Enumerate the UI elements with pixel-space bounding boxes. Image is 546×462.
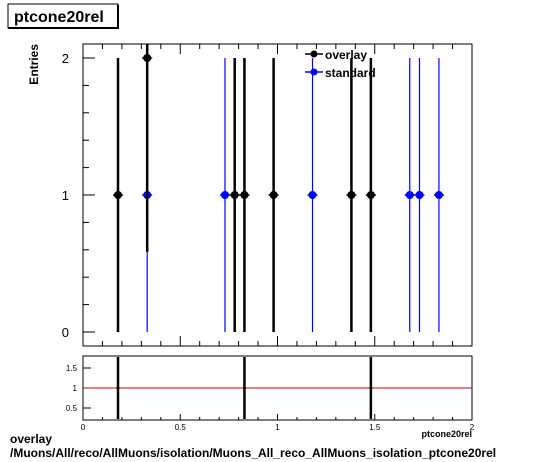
ratio-y-tick-label: 1.5 bbox=[66, 364, 78, 373]
standard-point bbox=[415, 191, 424, 199]
y-tick-label: 2 bbox=[62, 51, 69, 66]
ratio-point bbox=[242, 386, 246, 390]
standard-point bbox=[434, 191, 443, 199]
standard-point bbox=[220, 191, 229, 199]
y-tick-label: 0 bbox=[62, 325, 69, 340]
ratio-point bbox=[369, 386, 373, 390]
standard-point bbox=[308, 191, 317, 199]
x-tick-label: 0.5 bbox=[175, 423, 187, 432]
x-tick-label: 1 bbox=[275, 423, 280, 432]
ratio-y-tick-label: 0.5 bbox=[66, 404, 78, 413]
overlay-point bbox=[230, 191, 239, 199]
legend-marker-overlay bbox=[310, 50, 318, 58]
standard-point bbox=[405, 191, 414, 199]
x-tick-label: 0 bbox=[81, 423, 86, 432]
y-tick-label: 1 bbox=[62, 188, 69, 203]
y-axis-label: Entries bbox=[27, 44, 41, 85]
overlay-point bbox=[269, 191, 278, 199]
ratio-y-tick-label: 1 bbox=[73, 384, 78, 393]
title-box: ptcone20rel bbox=[7, 3, 119, 29]
overlay-point bbox=[114, 191, 123, 199]
legend: overlay standard bbox=[305, 48, 376, 80]
legend-marker-standard bbox=[310, 68, 318, 76]
overlay-point bbox=[366, 191, 375, 199]
legend-label-standard: standard bbox=[325, 66, 376, 80]
x-tick-label: 1.5 bbox=[369, 423, 381, 432]
title-text: ptcone20rel bbox=[14, 9, 104, 26]
x-tick-label: 2 bbox=[470, 423, 475, 432]
x-axis-label: ptcone20rel bbox=[421, 429, 472, 439]
caption-line-2: /Muons/All/reco/AllMuons/isolation/Muons… bbox=[10, 446, 496, 460]
overlay-point bbox=[347, 191, 356, 199]
overlay-point bbox=[143, 54, 152, 62]
legend-label-overlay: overlay bbox=[325, 48, 367, 62]
caption-line-1: overlay bbox=[10, 432, 52, 446]
ratio-point bbox=[116, 386, 120, 390]
overlay-point bbox=[240, 191, 249, 199]
